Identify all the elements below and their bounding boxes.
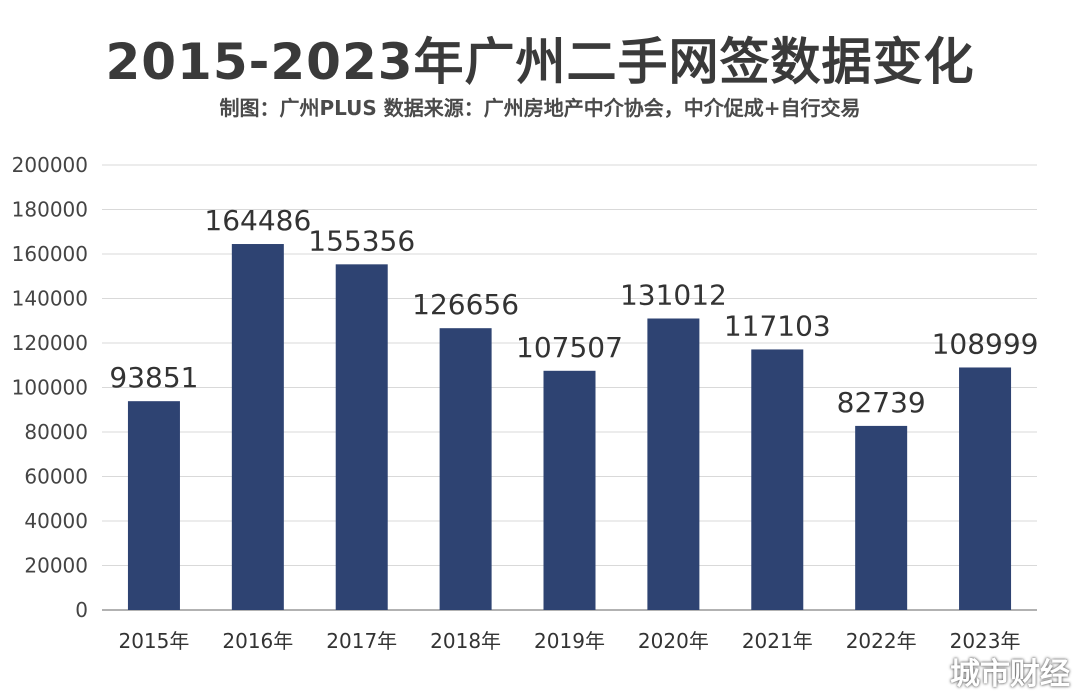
data-label: 117103	[724, 309, 831, 342]
bar	[439, 328, 492, 610]
data-label: 93851	[109, 361, 198, 394]
y-tick-label: 180000	[12, 198, 88, 222]
data-label: 164486	[204, 204, 311, 237]
y-tick-label: 60000	[24, 465, 88, 489]
data-label: 82739	[837, 386, 926, 419]
data-label: 126656	[412, 288, 519, 321]
bar	[751, 349, 804, 610]
bar	[231, 244, 284, 610]
y-tick-label: 40000	[24, 509, 88, 533]
bar	[959, 367, 1012, 610]
watermark-text: 城市财经	[950, 657, 1070, 692]
y-tick-label: 160000	[12, 242, 88, 266]
y-tick-label: 120000	[12, 331, 88, 355]
x-tick-label: 2018年	[430, 629, 501, 653]
bar	[647, 318, 700, 610]
y-tick-label: 200000	[12, 153, 88, 177]
bar	[335, 264, 388, 610]
data-label: 108999	[932, 327, 1039, 360]
bar	[543, 370, 596, 610]
x-tick-label: 2015年	[118, 629, 189, 653]
x-tick-label: 2022年	[846, 629, 917, 653]
chart-subtitle: 制图：广州PLUS 数据来源：广州房地产中介协会，中介促成+自行交易	[219, 96, 861, 120]
data-label: 155356	[308, 224, 415, 257]
data-label: 107507	[516, 331, 623, 364]
data-label: 131012	[620, 278, 727, 311]
y-tick-label: 0	[75, 598, 88, 622]
bar	[855, 425, 908, 610]
y-tick-label: 80000	[24, 420, 88, 444]
y-tick-label: 100000	[12, 376, 88, 400]
y-tick-label: 140000	[12, 287, 88, 311]
x-tick-label: 2023年	[950, 629, 1021, 653]
x-tick-label: 2021年	[742, 629, 813, 653]
x-tick-label: 2017年	[326, 629, 397, 653]
x-tick-label: 2020年	[638, 629, 709, 653]
x-tick-label: 2019年	[534, 629, 605, 653]
y-tick-label: 20000	[24, 554, 88, 578]
x-tick-label: 2016年	[222, 629, 293, 653]
bar	[127, 401, 180, 610]
chart-title: 2015-2023年广州二手网签数据变化	[105, 33, 975, 91]
